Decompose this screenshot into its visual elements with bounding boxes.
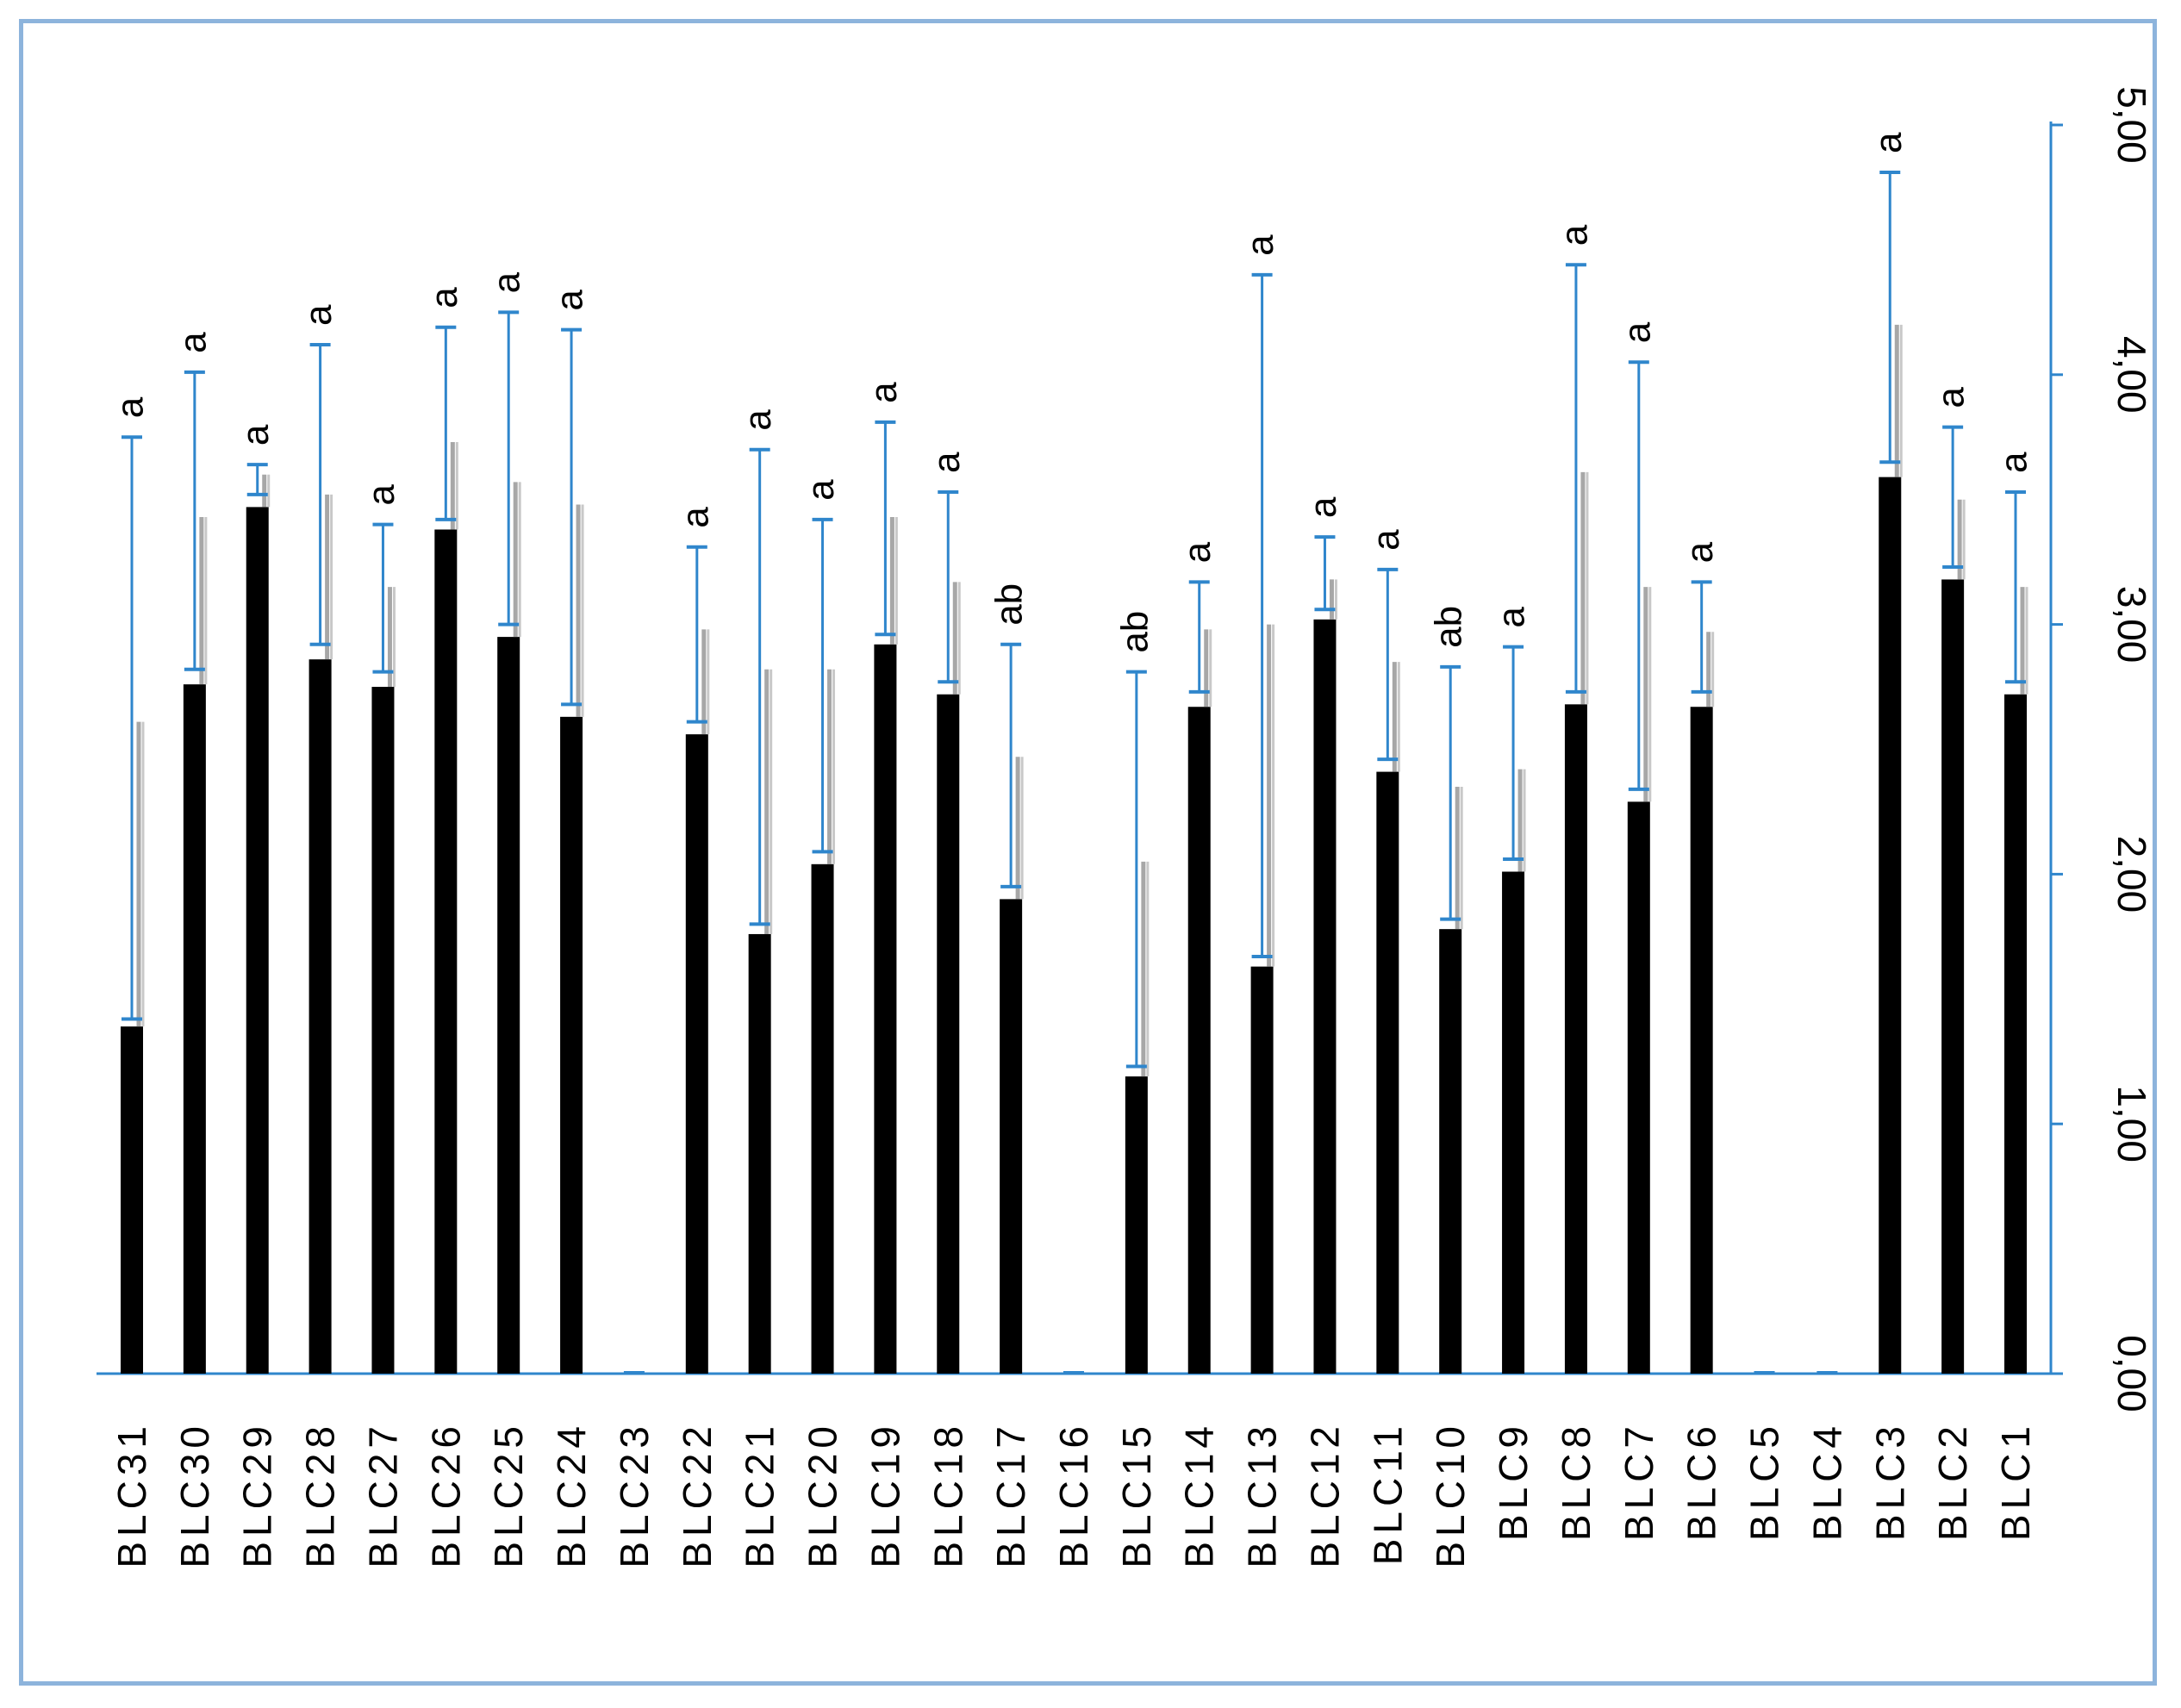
bar	[1376, 771, 1399, 1374]
category-label: BLC7	[1617, 1421, 1661, 1541]
significance-letter: a	[109, 396, 152, 418]
category-label: BLC29	[235, 1421, 280, 1568]
significance-letter: a	[1993, 452, 2035, 473]
value-axis-ticks: 0,00 1,00 2,00 3,00 4,00 5,00	[2051, 86, 2154, 1412]
category-label: BLC27	[360, 1421, 405, 1568]
category-label: BLC16	[1051, 1421, 1096, 1568]
bar	[308, 659, 332, 1374]
significance-letter: a	[549, 290, 591, 311]
value-axis-tick-label: 4,00	[2109, 336, 2154, 414]
category-label: BLC3	[1867, 1421, 1912, 1541]
category-label: BLC31	[109, 1421, 154, 1568]
significance-letter: a	[737, 409, 779, 431]
bar	[685, 734, 708, 1374]
significance-letter: a	[1365, 529, 1407, 551]
error-bars	[122, 171, 2028, 1077]
bar	[1250, 966, 1274, 1374]
category-label: BLC25	[486, 1421, 531, 1568]
category-label: BLC15	[1114, 1421, 1159, 1568]
value-axis-tick-label: 2,00	[2109, 836, 2154, 913]
bar	[246, 507, 269, 1374]
bar-chart: 0,00 1,00 2,00 3,00 4,00 5,00 BLC31 BLC30 BLC29…	[97, 86, 2154, 1568]
significance-letter: a	[925, 452, 968, 473]
significance-letter: a	[1930, 387, 1972, 408]
category-label: BLC4	[1804, 1421, 1849, 1541]
significance-letter: ab	[1113, 611, 1156, 653]
significance-letter: a	[486, 271, 528, 293]
category-label: BLC9	[1491, 1421, 1536, 1541]
significance-letter: ab	[1428, 606, 1470, 648]
bar	[1000, 899, 1023, 1374]
category-label: BLC8	[1554, 1421, 1598, 1541]
value-axis-tick-label: 1,00	[2109, 1085, 2154, 1163]
significance-letter: a	[1176, 541, 1218, 563]
significance-letter: a	[800, 479, 842, 501]
category-label: BLC28	[298, 1421, 343, 1568]
category-label: BLC2	[1930, 1421, 1975, 1541]
bar	[1125, 1076, 1148, 1374]
category-label: BLC12	[1302, 1421, 1347, 1568]
bar	[121, 1026, 143, 1374]
significance-letter: a	[1867, 132, 1910, 153]
category-label: BLC20	[801, 1421, 845, 1568]
value-axis-tick-label: 0,00	[2109, 1335, 2154, 1412]
bar	[937, 694, 960, 1374]
bar	[497, 637, 520, 1374]
category-label: BLC14	[1177, 1421, 1222, 1568]
category-label: BLC24	[549, 1421, 594, 1568]
bar	[1879, 477, 1902, 1375]
significance-letter: a	[297, 304, 340, 326]
significance-letter: a	[1239, 234, 1281, 256]
category-label: BLC10	[1428, 1421, 1473, 1568]
significance-letter: a	[360, 484, 402, 506]
significance-letter: a	[863, 382, 905, 403]
category-label: BLC5	[1742, 1421, 1787, 1541]
value-axis-tick-label: 5,00	[2109, 86, 2154, 164]
category-label: BLC21	[738, 1421, 782, 1568]
bar	[748, 933, 771, 1374]
category-label: BLC17	[988, 1421, 1033, 1568]
bar	[1564, 704, 1587, 1374]
category-label: BLC1	[1993, 1421, 2038, 1541]
bar	[183, 684, 206, 1374]
bar	[2004, 694, 2027, 1374]
category-label: BLC23	[612, 1421, 657, 1568]
significance-letter: a	[1553, 224, 1595, 246]
bar	[1502, 871, 1525, 1374]
value-axis-tick-label: 3,00	[2109, 586, 2154, 664]
category-label: BLC13	[1240, 1421, 1285, 1568]
significance-letter: a	[1302, 496, 1344, 518]
category-label: BLC18	[925, 1421, 970, 1568]
category-label: BLC11	[1365, 1421, 1410, 1565]
bar	[1313, 619, 1337, 1374]
bar	[434, 529, 458, 1374]
significance-letter: a	[423, 287, 465, 309]
significance-letter: a	[674, 507, 716, 528]
bar	[1941, 579, 1965, 1374]
bar	[560, 716, 583, 1374]
chart-frame: 0,00 1,00 2,00 3,00 4,00 5,00 BLC31 BLC30 BLC29…	[19, 19, 2157, 1686]
significance-letter: a	[234, 424, 277, 446]
bar	[371, 687, 395, 1374]
bar	[1187, 707, 1211, 1374]
category-label: BLC30	[172, 1421, 217, 1568]
significance-letter: a	[1616, 321, 1658, 343]
significance-letter: a	[171, 332, 214, 353]
category-labels: BLC31 BLC30 BLC29 BLC28 BLC27 BLC26 BLC25 BLC24…	[109, 1421, 2038, 1568]
bar	[1627, 801, 1650, 1374]
significance-letter: ab	[988, 583, 1031, 626]
bar	[874, 644, 897, 1374]
category-label: BLC6	[1679, 1421, 1724, 1541]
bars	[121, 477, 2027, 1375]
bar	[1439, 929, 1462, 1374]
significance-letter: a	[1491, 607, 1533, 628]
category-label: BLC26	[423, 1421, 468, 1568]
bar	[1690, 707, 1713, 1374]
category-label: BLC22	[675, 1421, 720, 1568]
significance-letter: a	[1679, 541, 1721, 563]
bar	[811, 863, 834, 1374]
category-label: BLC19	[863, 1421, 907, 1568]
